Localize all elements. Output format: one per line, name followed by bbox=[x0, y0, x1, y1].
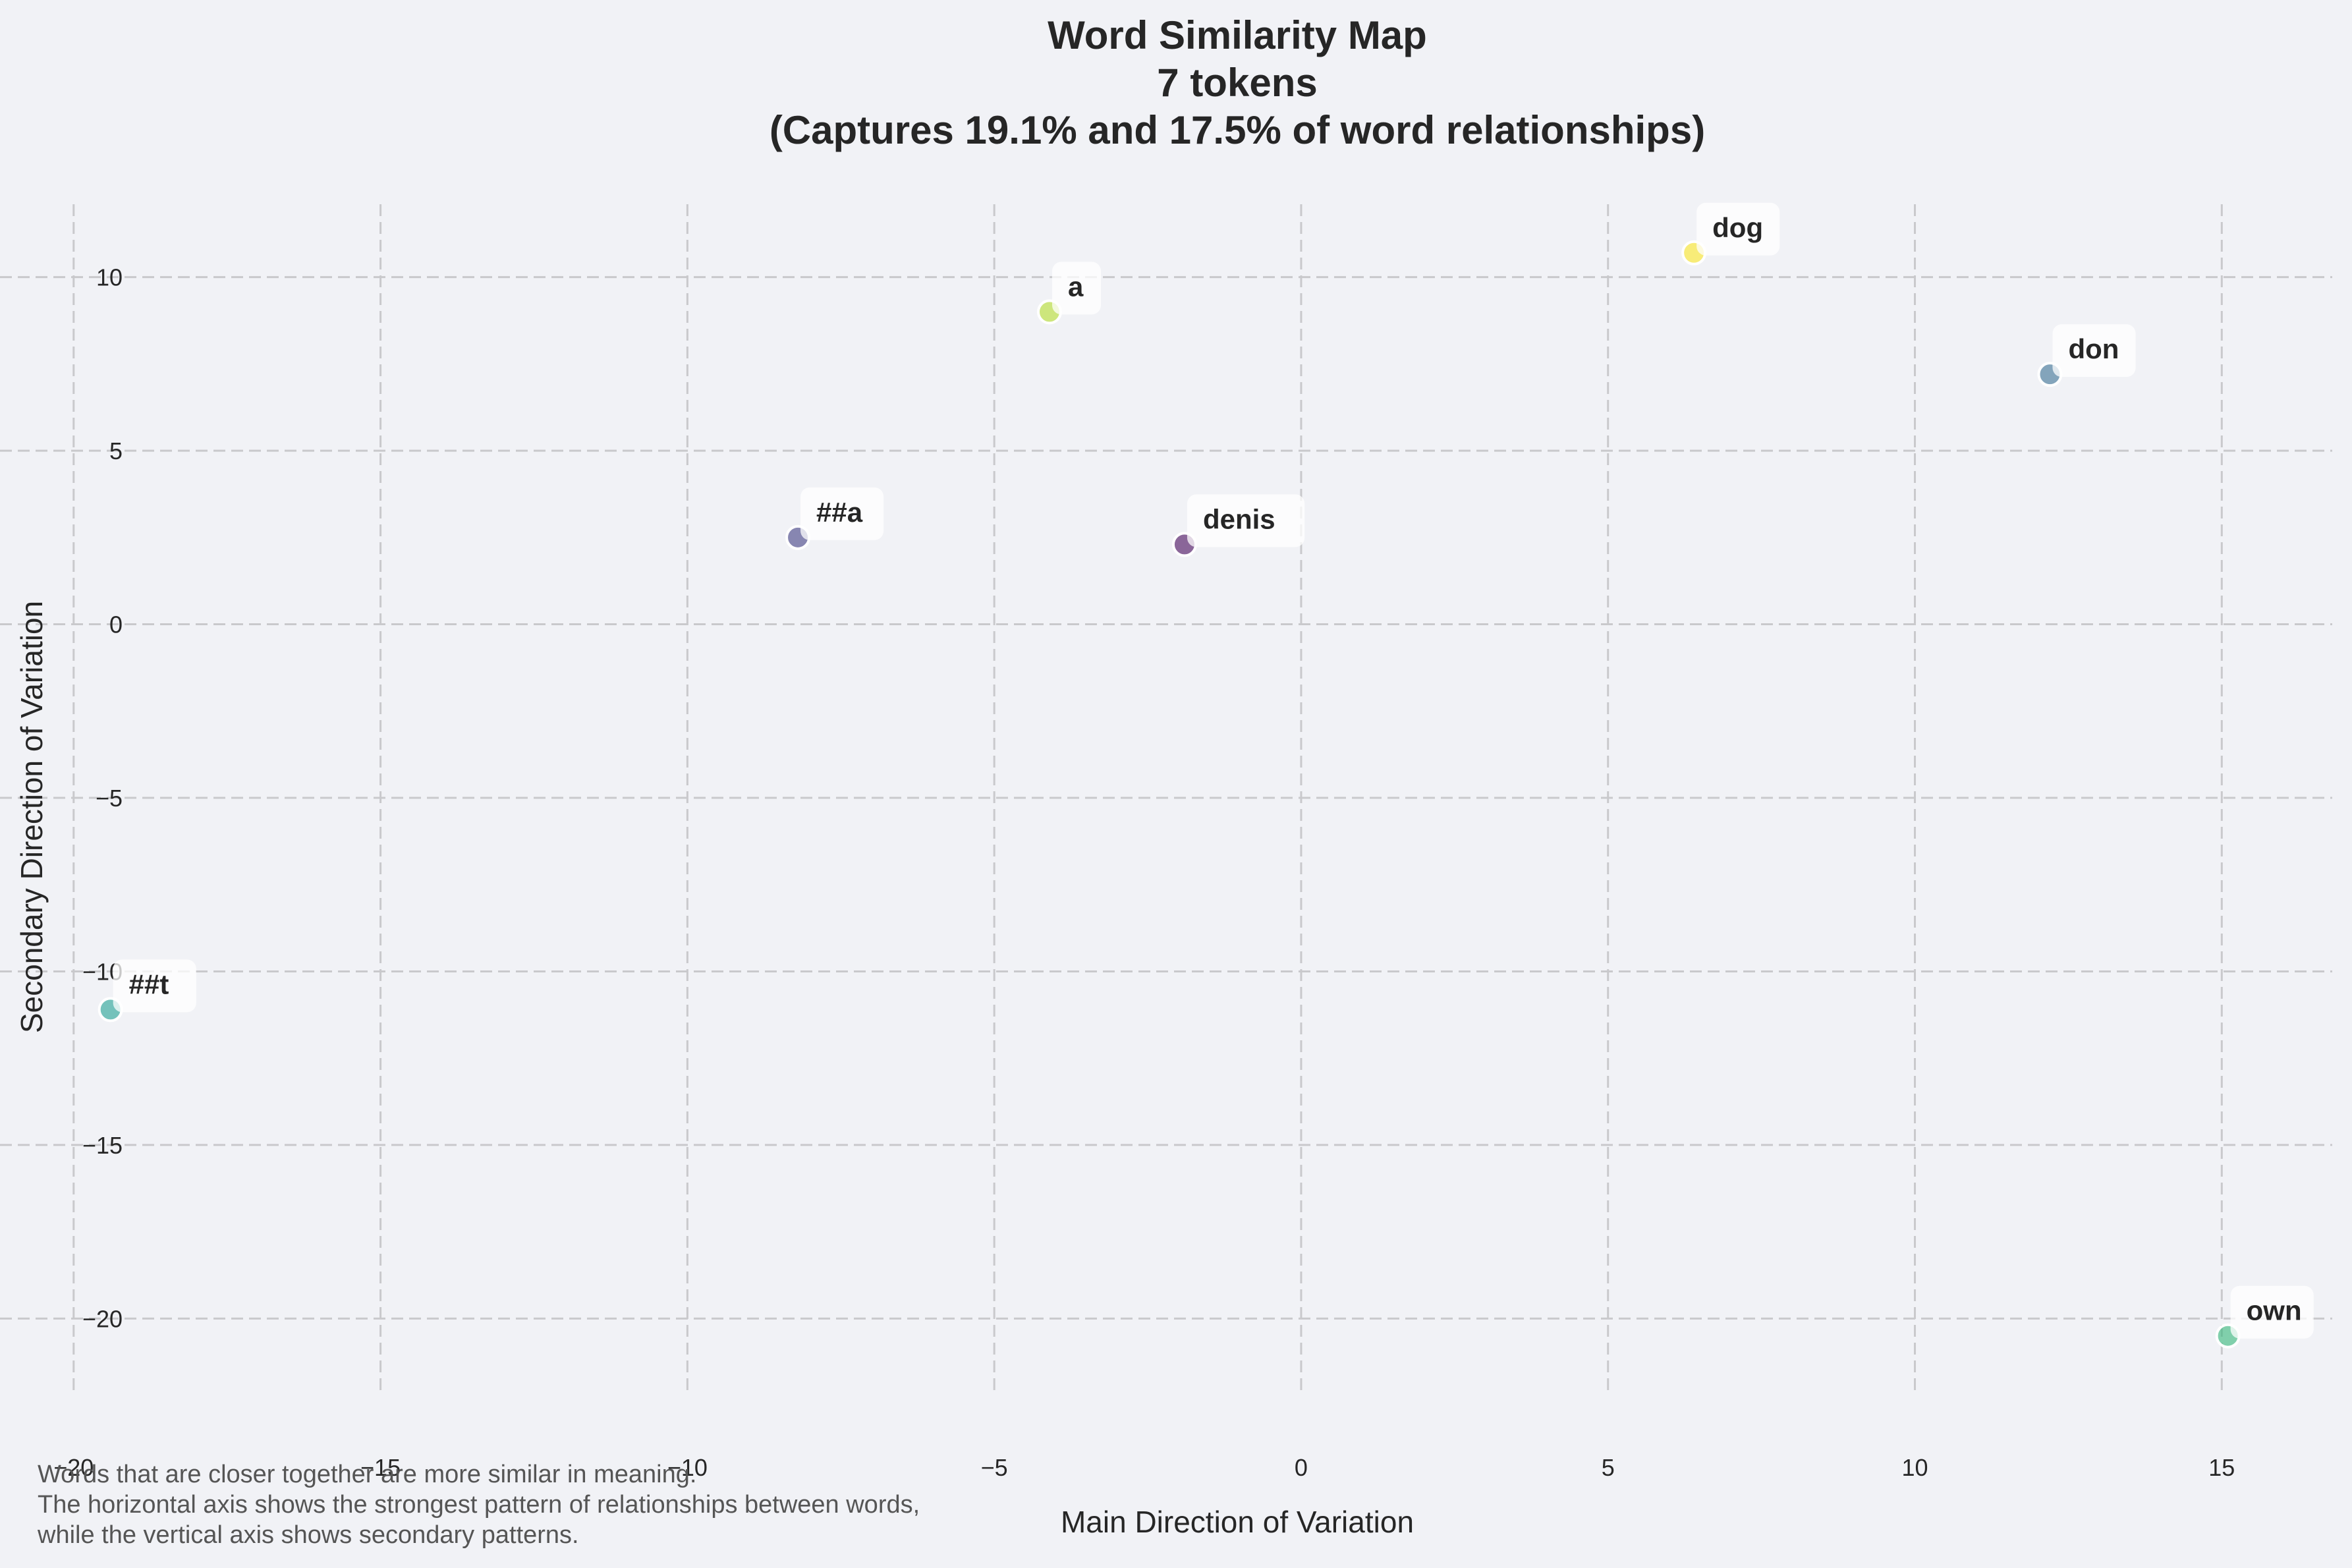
caption-line-1: Words that are closer together are more … bbox=[38, 1461, 696, 1488]
x-tick-label: −15 bbox=[360, 1454, 401, 1481]
point-label: ##a bbox=[816, 497, 863, 528]
y-tick-label: 0 bbox=[109, 611, 123, 638]
x-tick-label: −20 bbox=[53, 1454, 94, 1481]
point-label: ##t bbox=[129, 968, 169, 999]
point-label-box bbox=[800, 487, 884, 540]
x-tick-label: 5 bbox=[1602, 1454, 1615, 1481]
x-axis-ticks: −20 −15 −10 −5 0 5 10 15 bbox=[53, 1454, 2235, 1481]
y-tick-label: 5 bbox=[109, 437, 123, 464]
x-tick-label: 10 bbox=[1902, 1454, 1928, 1481]
x-axis-label: Main Direction of Variation bbox=[1061, 1505, 1414, 1539]
caption-line-2: The horizontal axis shows the strongest … bbox=[38, 1491, 920, 1519]
chart-caption: Words that are closer together are more … bbox=[37, 1461, 920, 1549]
chart-title-line-3: (Captures 19.1% and 17.5% of word relati… bbox=[770, 108, 1705, 152]
chart-title-line-2: 7 tokens bbox=[1157, 61, 1317, 105]
y-tick-label: −5 bbox=[96, 785, 123, 812]
point-label-box bbox=[1187, 494, 1305, 547]
point-label: dog bbox=[1712, 212, 1763, 243]
data-points bbox=[98, 240, 2241, 1349]
caption-line-3: while the vertical axis shows secondary … bbox=[37, 1521, 579, 1549]
x-tick-label: 0 bbox=[1295, 1454, 1308, 1481]
y-axis-label: Secondary Direction of Variation bbox=[14, 601, 49, 1033]
point-labels: dog a don ##a denis ##t own bbox=[113, 202, 2314, 1339]
y-tick-label: −15 bbox=[82, 1132, 123, 1159]
point-label: denis bbox=[1203, 503, 1275, 534]
point-label-box bbox=[113, 959, 196, 1013]
point-label: a bbox=[1068, 271, 1084, 302]
point-label: don bbox=[2068, 333, 2119, 364]
grid-lines bbox=[0, 204, 2332, 1391]
chart-title: Word Similarity Map 7 tokens (Captures 1… bbox=[770, 13, 1705, 152]
point-label-box bbox=[1052, 262, 1102, 315]
point-label-box bbox=[2230, 1285, 2314, 1339]
y-tick-label: 10 bbox=[96, 264, 123, 291]
x-tick-label: −5 bbox=[981, 1454, 1008, 1481]
y-tick-label: −20 bbox=[82, 1305, 123, 1332]
x-tick-label: −10 bbox=[667, 1454, 708, 1481]
x-tick-label: 15 bbox=[2208, 1454, 2235, 1481]
point-label-box bbox=[1696, 202, 1780, 256]
point-label-box bbox=[2052, 324, 2136, 378]
point-label: own bbox=[2247, 1295, 2302, 1326]
chart-title-line-1: Word Similarity Map bbox=[1048, 13, 1427, 57]
